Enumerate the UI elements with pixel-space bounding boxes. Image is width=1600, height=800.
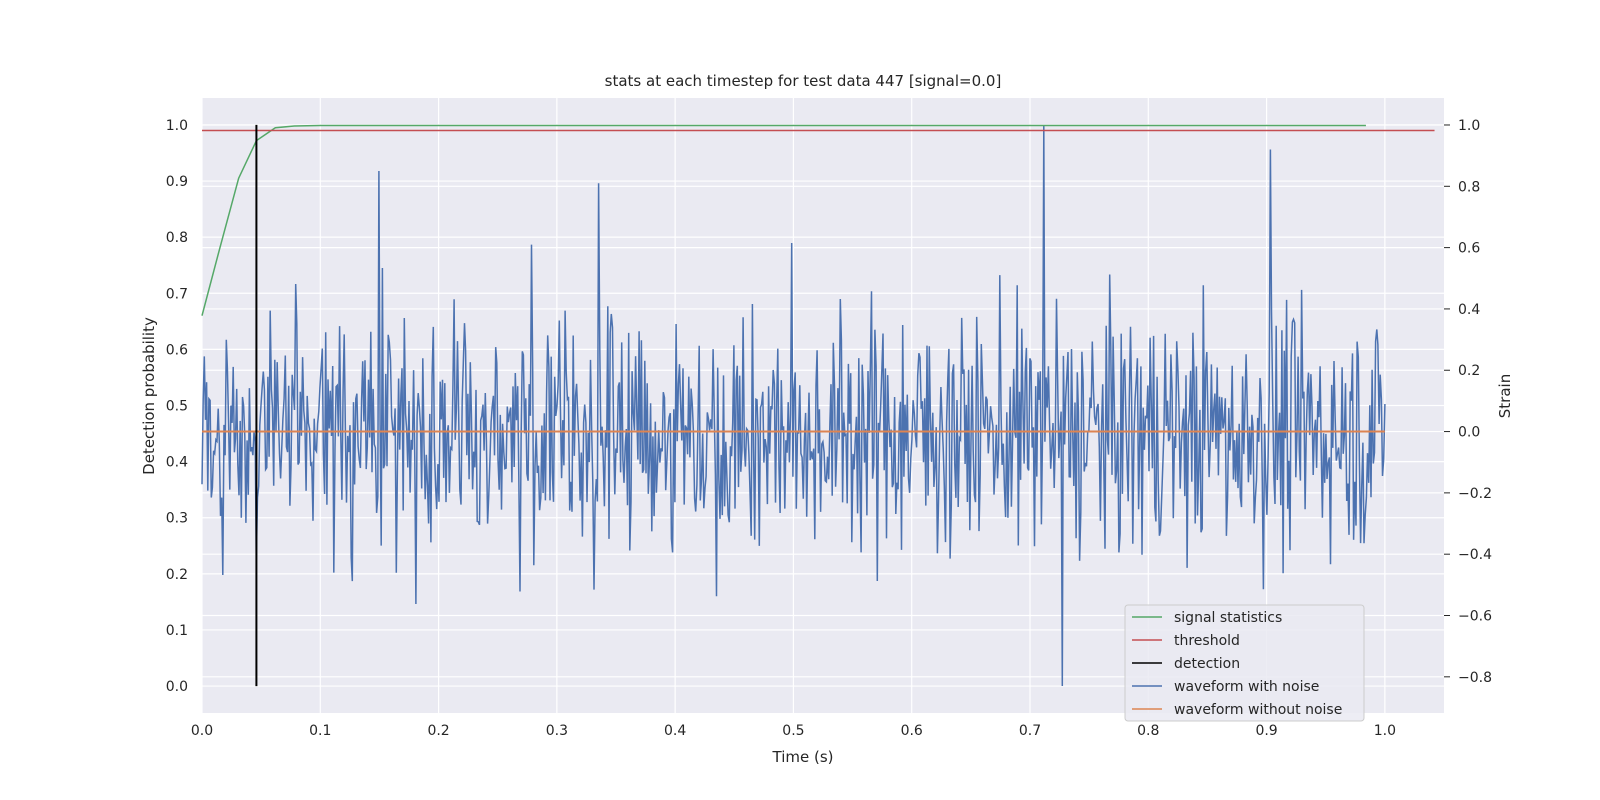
x-tick-label: 0.0 <box>191 723 213 739</box>
series-waveform-with-noise <box>201 124 1386 687</box>
y-tick-label: 0.1 <box>166 623 188 639</box>
x-tick-label: 0.6 <box>901 723 923 739</box>
x-axis-label: Time (s) <box>772 748 834 766</box>
x-tick-label: 0.2 <box>427 723 449 739</box>
y2-tick-label: 0.6 <box>1458 241 1480 257</box>
legend-label-waveform-without-noise: waveform without noise <box>1174 702 1342 718</box>
y2-tick-label: 1.0 <box>1458 118 1480 134</box>
y-tick-label: 0.2 <box>166 567 188 583</box>
y-tick-label: 0.4 <box>166 455 188 471</box>
y-tick-label: 0.7 <box>166 286 188 302</box>
legend-box <box>1124 604 1365 722</box>
y-tick-label: 0.8 <box>166 230 188 246</box>
x-tick-label: 0.4 <box>664 723 686 739</box>
y-tick-label: 0.3 <box>166 511 188 527</box>
y2-tick-label: 0.8 <box>1458 179 1480 195</box>
y-tick-label: 0.6 <box>166 342 188 358</box>
legend-label-waveform-with-noise: waveform with noise <box>1174 679 1319 695</box>
y-tick-label: 0.0 <box>166 679 188 695</box>
x-tick-label: 0.5 <box>782 723 804 739</box>
legend-label-detection: detection <box>1174 656 1240 672</box>
legend-label-signal-statistics: signal statistics <box>1174 610 1282 626</box>
y2-tick-label: 0.2 <box>1458 363 1480 379</box>
y2-tick-label: −0.6 <box>1458 609 1492 625</box>
right-axis-ticks: −0.8 −0.6 −0.4 −0.2 0.0 0.2 0.4 0.6 0.8 1.0 <box>1444 118 1492 686</box>
y-axis-label: Detection probability <box>140 317 158 475</box>
legend-label-threshold: threshold <box>1174 633 1240 649</box>
x-axis-ticks: 0.0 0.1 0.2 0.3 0.4 0.5 0.6 0.7 0.8 0.9 1.0 <box>191 723 1396 739</box>
left-axis-ticks: 0.0 0.1 0.2 0.3 0.4 0.5 0.6 0.7 0.8 0.9 1.0 <box>166 118 188 695</box>
y-tick-label: 0.5 <box>166 399 188 415</box>
legend: signal statistics threshold detection wa… <box>1124 604 1365 722</box>
plot-lines <box>201 124 1435 687</box>
x-tick-label: 0.7 <box>1019 723 1041 739</box>
y-tick-label: 0.9 <box>166 174 188 190</box>
y2-tick-label: −0.4 <box>1458 547 1492 563</box>
x-tick-label: 0.1 <box>309 723 331 739</box>
x-tick-label: 1.0 <box>1374 723 1396 739</box>
y2-tick-label: 0.4 <box>1458 302 1480 318</box>
x-tick-label: 0.8 <box>1137 723 1159 739</box>
y2-tick-label: −0.8 <box>1458 670 1492 686</box>
y2-axis-label: Strain <box>1496 374 1514 418</box>
y2-tick-label: −0.2 <box>1458 486 1492 502</box>
series-signal-statistics <box>201 124 1366 316</box>
y-tick-label: 1.0 <box>166 118 188 134</box>
x-tick-label: 0.3 <box>546 723 568 739</box>
chart-title: stats at each timestep for test data 447… <box>605 72 1002 90</box>
y2-tick-label: 0.0 <box>1458 425 1480 441</box>
x-tick-label: 0.9 <box>1255 723 1277 739</box>
